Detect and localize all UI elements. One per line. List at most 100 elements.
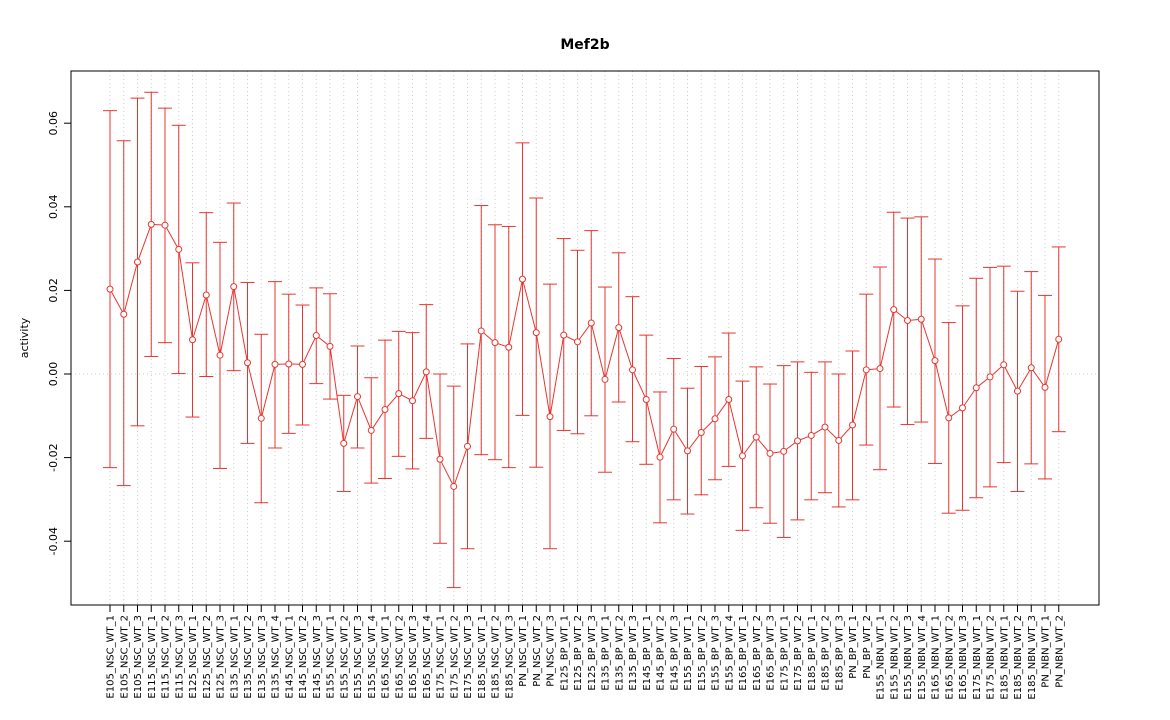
x-tick-label: E185_NBN_WT_1 <box>999 615 1010 700</box>
series-line-segment <box>497 343 507 347</box>
x-tick-label: E105_NSC_WT_2 <box>119 615 130 699</box>
series-line-segment <box>166 227 178 248</box>
data-point <box>642 395 650 403</box>
x-tick-label: E135_NSC_WT_2 <box>243 615 254 699</box>
series-line-segment <box>124 264 138 312</box>
x-tick-label: PN_NSC_WT_3 <box>546 615 557 687</box>
data-point <box>711 415 719 423</box>
y-tick-label: -0.02 <box>47 443 60 471</box>
x-tick-label: E155_NSC_WT_3 <box>353 615 364 699</box>
series-line-segment <box>454 448 468 484</box>
data-point <box>670 425 678 433</box>
y-tick-label: -0.04 <box>47 527 60 555</box>
series-line-segment <box>1004 367 1017 389</box>
data-point <box>134 258 141 266</box>
series-line-segment <box>386 395 398 408</box>
series-line-segment <box>1018 370 1031 389</box>
x-tick-label: E175_NBN_WT_2 <box>986 615 997 700</box>
x-tick-label: E155_NBN_WT_4 <box>917 615 928 700</box>
series-line-segment <box>880 312 894 366</box>
y-tick-label: 0.02 <box>47 278 60 303</box>
x-tick-label: PN_BP_WT_1 <box>848 615 859 679</box>
series-line-segment <box>619 330 633 368</box>
series-line-segment <box>757 439 769 452</box>
data-point <box>395 390 403 398</box>
series-line-segment <box>536 335 551 414</box>
y-tick-label: 0.06 <box>47 111 60 136</box>
data-point <box>257 414 265 422</box>
series-line-segment <box>978 378 988 387</box>
series-line-segment <box>910 319 919 321</box>
data-point <box>917 315 925 323</box>
x-tick-label: E135_BP_WT_1 <box>601 615 612 691</box>
series-line-segment <box>1032 369 1044 386</box>
data-point <box>189 336 196 344</box>
x-tick-label: PN_NSC_WT_2 <box>532 615 543 687</box>
series-line-segment <box>826 428 837 439</box>
data-point <box>876 365 884 373</box>
x-tick-label: E175_NSC_WT_1 <box>436 615 447 699</box>
x-tick-label: PN_NBN_WT_2 <box>1054 615 1065 688</box>
series-line-segment <box>566 335 576 341</box>
data-point <box>794 437 801 445</box>
series-line-segment <box>688 434 700 449</box>
data-point <box>202 291 210 299</box>
x-tick-label: E145_BP_WT_2 <box>656 615 667 691</box>
x-tick-label: E185_NSC_WT_2 <box>491 615 502 699</box>
x-tick-label: E185_NSC_WT_1 <box>477 615 488 699</box>
x-tick-label: E155_BP_WT_1 <box>683 615 694 691</box>
series-line-segment <box>508 281 523 345</box>
data-point <box>807 431 815 439</box>
data-point <box>697 429 705 437</box>
x-tick-label: E165_NBN_WT_2 <box>944 615 955 700</box>
data-point <box>367 426 375 434</box>
data-point <box>780 447 788 455</box>
grid-lines <box>71 71 1099 605</box>
series-line-segment <box>840 426 851 439</box>
data-point <box>766 449 774 457</box>
x-tick-label: E185_NBN_WT_2 <box>1013 615 1024 700</box>
x-tick-label: E155_NBN_WT_1 <box>876 615 887 700</box>
data-point <box>312 332 320 340</box>
data-point <box>505 343 513 351</box>
error-bars <box>103 91 1066 589</box>
series-line-segment <box>303 338 316 362</box>
series-line-segment <box>963 389 975 406</box>
x-tick-label: E145_NSC_WT_1 <box>284 615 295 699</box>
x-tick-label: E165_BP_WT_1 <box>738 615 749 691</box>
series-line-segment <box>591 325 605 377</box>
data-point <box>684 447 691 455</box>
x-tick-label: E155_NBN_WT_2 <box>889 615 900 700</box>
series-line-segment <box>522 281 536 330</box>
x-tick-label: E145_NSC_WT_2 <box>298 615 309 699</box>
data-point <box>477 327 485 335</box>
x-tick-label: E135_BP_WT_2 <box>614 615 625 691</box>
series-line-segment <box>413 374 426 399</box>
data-point <box>161 221 169 229</box>
data-point <box>959 404 966 412</box>
x-tick-label: E155_NBN_WT_3 <box>903 615 914 700</box>
x-tick-label: E155_BP_WT_3 <box>711 615 722 691</box>
x-tick-label: E125_BP_WT_3 <box>587 615 598 691</box>
data-point <box>986 373 994 381</box>
data-point <box>422 368 430 376</box>
data-point <box>271 360 279 368</box>
data-point <box>656 453 664 461</box>
x-tick-label: E165_NSC_WT_4 <box>422 615 433 699</box>
series-line-segment <box>1045 342 1059 385</box>
series-line-segment <box>192 297 206 338</box>
data-point <box>1041 383 1049 391</box>
x-tick-label: E125_NSC_WT_2 <box>202 615 213 699</box>
x-tick-label: E125_BP_WT_2 <box>573 615 584 691</box>
series-line-segment <box>895 311 906 320</box>
series-line-group <box>111 224 1059 484</box>
series-line-segment <box>247 365 262 416</box>
data-point <box>299 360 306 368</box>
data-point <box>601 375 609 383</box>
series-line-segment <box>660 431 673 455</box>
data-point <box>1027 364 1035 372</box>
data-point <box>1055 335 1063 343</box>
x-tick-label: E135_NSC_WT_3 <box>257 615 268 699</box>
series-line-segment <box>578 325 590 340</box>
x-tick-label: E155_NSC_WT_2 <box>339 615 350 699</box>
